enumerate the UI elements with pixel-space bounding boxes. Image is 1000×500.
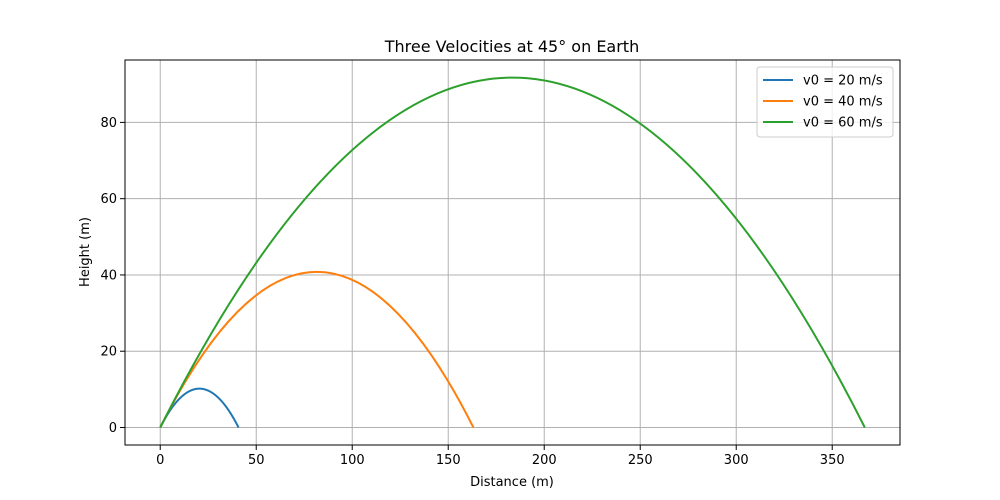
legend-label: v0 = 20 m/s — [803, 74, 883, 89]
x-tick-label: 0 — [156, 453, 164, 468]
series-layer — [159, 76, 866, 428]
x-tick-label: 50 — [248, 453, 265, 468]
y-tick-label: 40 — [100, 268, 117, 283]
tick-layer: 0 50 100 150 200 250 300 350 0 20 40 60 80 — [100, 116, 844, 468]
legend-box — [756, 66, 894, 138]
plot-frame — [124, 59, 901, 446]
y-tick-label: 0 — [109, 421, 117, 436]
series-line-1 — [159, 387, 240, 428]
y-tick-label: 60 — [100, 192, 117, 207]
y-axis-label: Height (m) — [78, 217, 93, 287]
x-tick-label: 100 — [340, 453, 365, 468]
series-line-3 — [159, 76, 866, 428]
y-tick-label: 20 — [100, 345, 117, 360]
x-tick-label: 350 — [820, 453, 845, 468]
legend: v0 = 20 m/s v0 = 40 m/s v0 = 60 m/s — [756, 66, 894, 138]
x-axis-label: Distance (m) — [470, 475, 554, 490]
series-line-2 — [159, 270, 475, 428]
x-tick-label: 250 — [628, 453, 653, 468]
y-tick-label: 80 — [100, 116, 117, 131]
legend-label: v0 = 40 m/s — [803, 95, 883, 110]
x-tick-label: 200 — [532, 453, 557, 468]
x-tick-label: 150 — [436, 453, 461, 468]
x-tick-label: 300 — [724, 453, 749, 468]
legend-label: v0 = 60 m/s — [803, 116, 883, 131]
chart-title: Three Velocities at 45° on Earth — [384, 37, 639, 56]
